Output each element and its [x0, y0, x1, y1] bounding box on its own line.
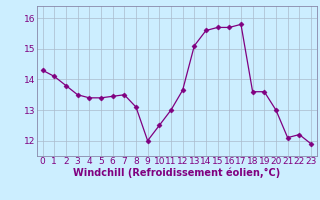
X-axis label: Windchill (Refroidissement éolien,°C): Windchill (Refroidissement éolien,°C) — [73, 168, 280, 178]
